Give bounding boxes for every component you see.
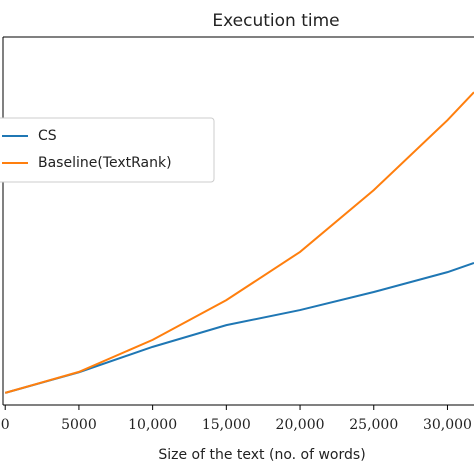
chart-title: Execution time <box>212 11 339 31</box>
legend-label: CS <box>38 128 57 144</box>
x-tick-label: 25,000 <box>349 417 398 433</box>
x-tick-label: 30,000 <box>423 417 472 433</box>
x-axis-label: Size of the text (no. of words) <box>158 447 365 463</box>
legend-label: Baseline(TextRank) <box>38 155 172 171</box>
x-tick-label: 10,000 <box>128 417 177 433</box>
x-tick-label: 15,000 <box>202 417 251 433</box>
series-line <box>4 91 474 394</box>
x-tick-label: 5000 <box>61 417 97 433</box>
series-line <box>4 262 474 394</box>
legend-box <box>0 117 215 183</box>
x-tick-label: 20,000 <box>276 417 325 433</box>
x-tick-label: 0 <box>1 417 10 433</box>
